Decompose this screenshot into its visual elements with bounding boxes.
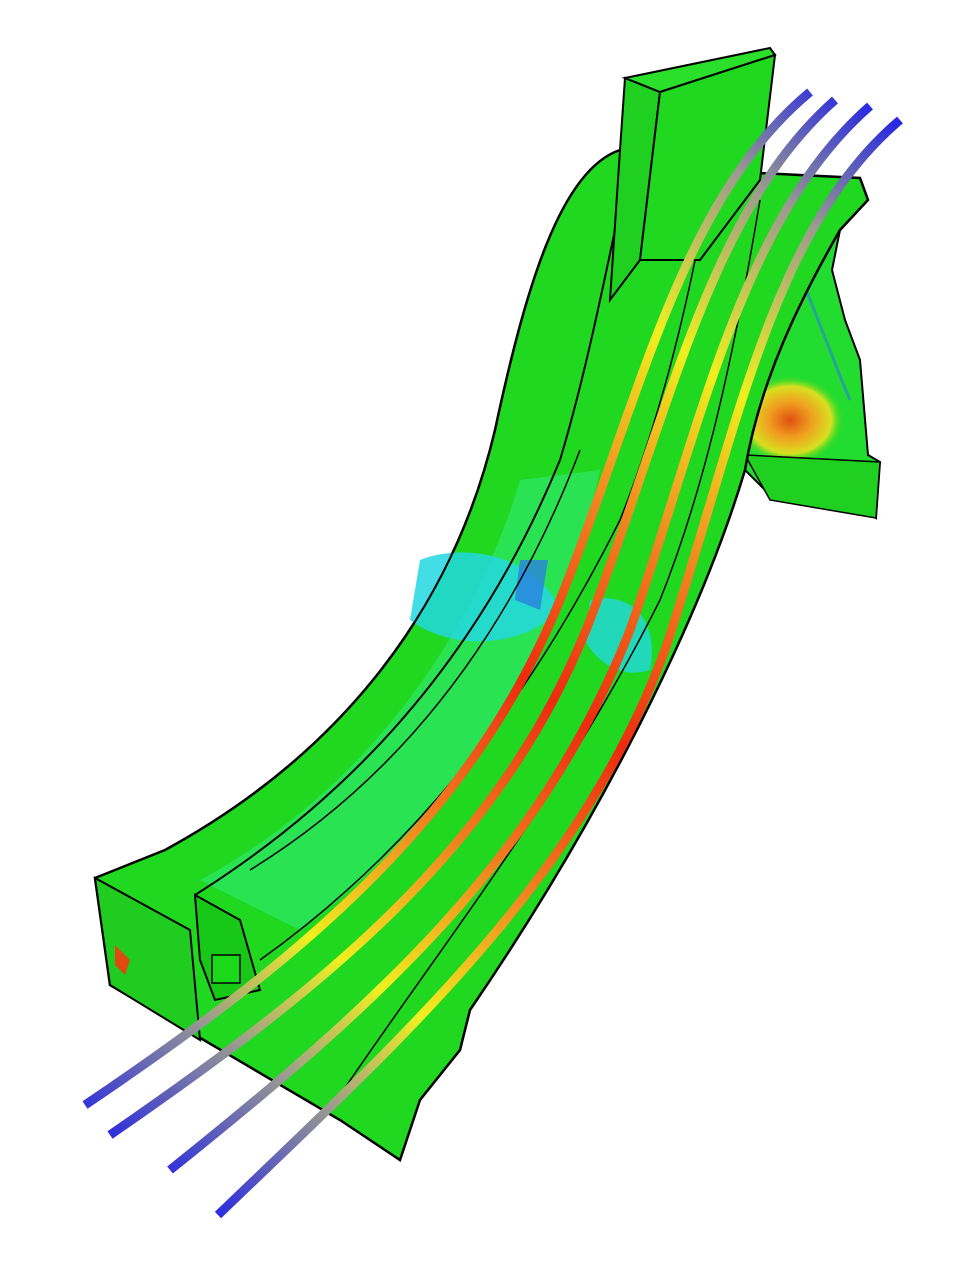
bottom-block-front xyxy=(93,876,202,1042)
channel-edge-4 xyxy=(329,199,761,1111)
cables xyxy=(82,88,903,1219)
channel-edge-2 xyxy=(249,449,581,871)
arch-base xyxy=(743,454,881,519)
plate-side xyxy=(638,53,777,261)
box-beam-opening xyxy=(211,954,241,984)
stress-zone-blue xyxy=(515,560,548,610)
corner-hotspot xyxy=(115,945,130,975)
main-body xyxy=(93,148,870,1162)
top-plate xyxy=(608,46,777,304)
cable-3 xyxy=(167,102,873,1174)
left-wall-edge xyxy=(164,429,496,851)
channel-edge-3 xyxy=(259,179,711,961)
cable-4 xyxy=(214,116,903,1219)
cable-2 xyxy=(107,96,838,1139)
channel-edge-1 xyxy=(194,159,631,896)
cable-1 xyxy=(82,88,813,1109)
